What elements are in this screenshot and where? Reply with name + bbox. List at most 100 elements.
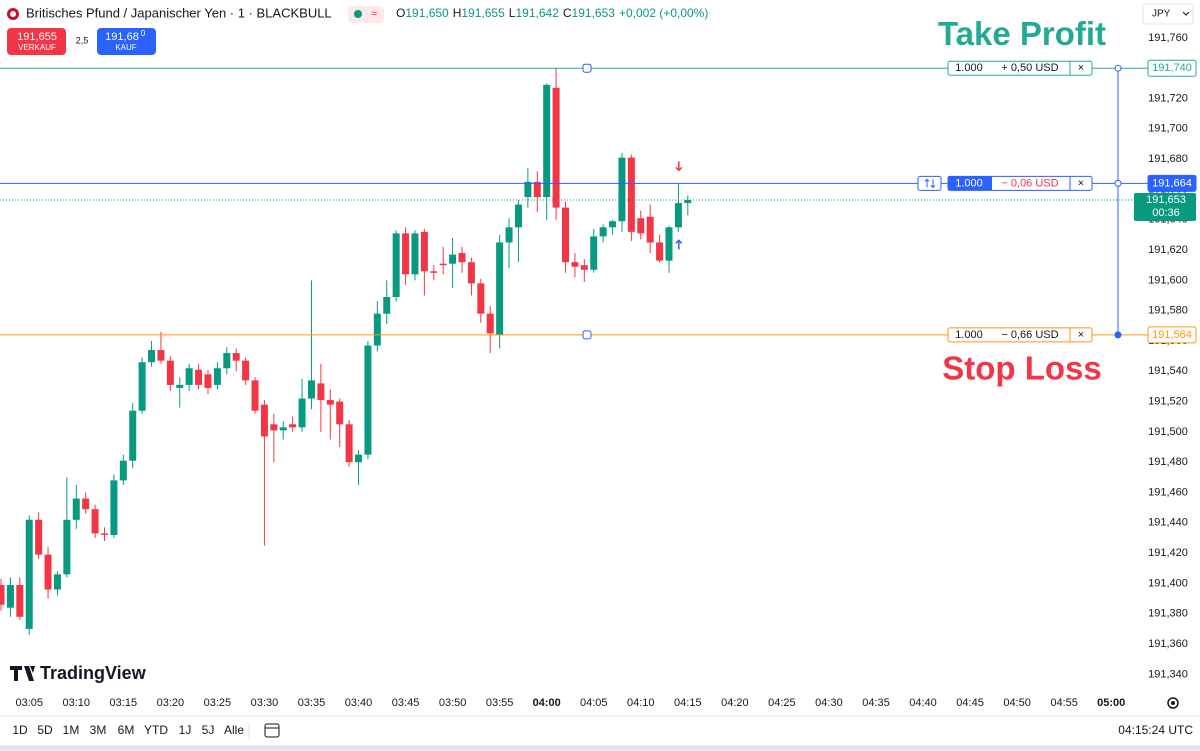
candle-body [72, 498, 80, 520]
y-tick-label: 191,520 [1148, 395, 1188, 407]
candle-body [157, 350, 165, 361]
order-pnl: − 0,66 USD [1001, 329, 1058, 341]
candle-body [656, 242, 664, 261]
candle-body [63, 519, 71, 575]
candle-body [6, 584, 14, 608]
order-label-box[interactable] [947, 60, 1093, 76]
y-tick-label: 191,460 [1148, 486, 1188, 498]
currency-select[interactable] [1142, 3, 1194, 25]
candle-body [383, 297, 391, 314]
order-qty-box [948, 176, 992, 191]
order-qty: 1.000 [955, 329, 983, 341]
candle-body [514, 204, 522, 228]
sell-price: 191,655 [17, 31, 57, 43]
buy-button[interactable] [97, 28, 156, 55]
clock[interactable]: 04:15:24 UTC [1118, 723, 1193, 737]
candle-body [204, 374, 212, 388]
candle-body [477, 283, 485, 314]
candle-body [176, 384, 184, 388]
order-pnl: + 0,50 USD [1001, 62, 1058, 74]
range-button[interactable]: 5D [37, 723, 53, 737]
order-handle[interactable] [582, 330, 592, 340]
candle-body [148, 350, 156, 363]
order-pnl: − 0,06 USD [1001, 177, 1058, 189]
ohlc-values: O191,650 H191,655 L191,642 C191,653 +0,002 (… [396, 6, 708, 20]
reverse-button[interactable] [917, 175, 942, 191]
y-tick-label: 191,620 [1148, 244, 1188, 256]
range-button[interactable]: 6M [118, 723, 135, 737]
candle-body [35, 519, 43, 555]
status-dot [354, 10, 362, 18]
range-button[interactable]: 1D [12, 723, 28, 737]
candle-body [345, 424, 353, 463]
candle-body [82, 498, 90, 510]
range-button[interactable]: Alle [224, 723, 244, 737]
candle-body [326, 400, 334, 405]
logo-mark [10, 666, 35, 681]
candle-body [599, 227, 607, 237]
ohlc-value: 191,655 [461, 6, 505, 20]
range-button[interactable]: 1M [63, 723, 80, 737]
symbol-title[interactable]: Britisches Pfund / Japanischer Yen · 1 ·… [26, 5, 332, 20]
candle-body [364, 345, 372, 455]
range-button[interactable]: 3M [90, 723, 107, 737]
x-tick-label: 04:20 [721, 697, 749, 709]
calendar-icon[interactable] [264, 723, 280, 738]
x-tick-label: 05:00 [1097, 697, 1125, 709]
x-tick-label: 04:40 [909, 697, 937, 709]
price-tag [1147, 174, 1197, 192]
order-qty: 1.000 [955, 177, 983, 189]
candle-body [627, 157, 635, 232]
x-tick-label: 03:05 [15, 697, 43, 709]
order-close[interactable]: × [1078, 177, 1084, 189]
range-button[interactable]: 1J [179, 723, 192, 737]
candle-body [355, 454, 363, 463]
x-tick-label: 04:10 [627, 697, 655, 709]
candle-body [449, 254, 457, 264]
candle-body [402, 233, 410, 275]
candle-body [91, 509, 99, 534]
candle-body [392, 233, 400, 298]
candle-body [25, 519, 33, 629]
x-tick-label: 03:20 [157, 697, 185, 709]
y-tick-label: 191,380 [1148, 608, 1188, 620]
x-tick-label: 04:00 [533, 697, 561, 709]
indicator-pill[interactable] [348, 6, 384, 23]
candle-body [486, 313, 494, 334]
range-button[interactable]: YTD [144, 723, 168, 737]
ohlc-change: +0,002 (+0,00%) [619, 6, 708, 20]
order-close[interactable]: × [1078, 62, 1084, 74]
candle-body [420, 231, 428, 272]
buy-price-superscript: 0 [141, 29, 146, 38]
settings-icon[interactable] [1167, 697, 1179, 709]
y-tick-label: 191,680 [1148, 153, 1188, 165]
candle-body [496, 242, 504, 335]
x-tick-label: 04:45 [956, 697, 984, 709]
order-qty: 1.000 [955, 62, 983, 74]
candle-body [609, 221, 617, 228]
candle-body [665, 227, 673, 261]
candle-body [317, 383, 325, 401]
currency-label: JPY [1152, 9, 1171, 20]
y-tick-label: 191,760 [1148, 32, 1188, 44]
bracket-node [1114, 179, 1122, 187]
y-tick-label: 191,700 [1148, 123, 1188, 135]
range-button[interactable]: 5J [202, 723, 215, 737]
order-close[interactable]: × [1078, 329, 1084, 341]
logo-text: TradingView [40, 663, 147, 683]
candle-body [571, 262, 579, 267]
candle-body [298, 398, 306, 428]
order-label-box[interactable] [947, 327, 1093, 343]
order-handle[interactable] [582, 63, 592, 73]
candle-body [552, 87, 560, 208]
y-tick-label: 191,580 [1148, 305, 1188, 317]
candle-body [439, 263, 447, 266]
candle-body [307, 380, 315, 399]
sell-button[interactable] [7, 28, 66, 55]
candle-body [129, 410, 137, 461]
x-tick-label: 04:25 [768, 697, 796, 709]
x-tick-label: 04:30 [815, 697, 843, 709]
x-tick-label: 03:35 [298, 697, 326, 709]
sell-label: VERKAUF [18, 43, 56, 52]
y-tick-label: 191,720 [1148, 92, 1188, 104]
